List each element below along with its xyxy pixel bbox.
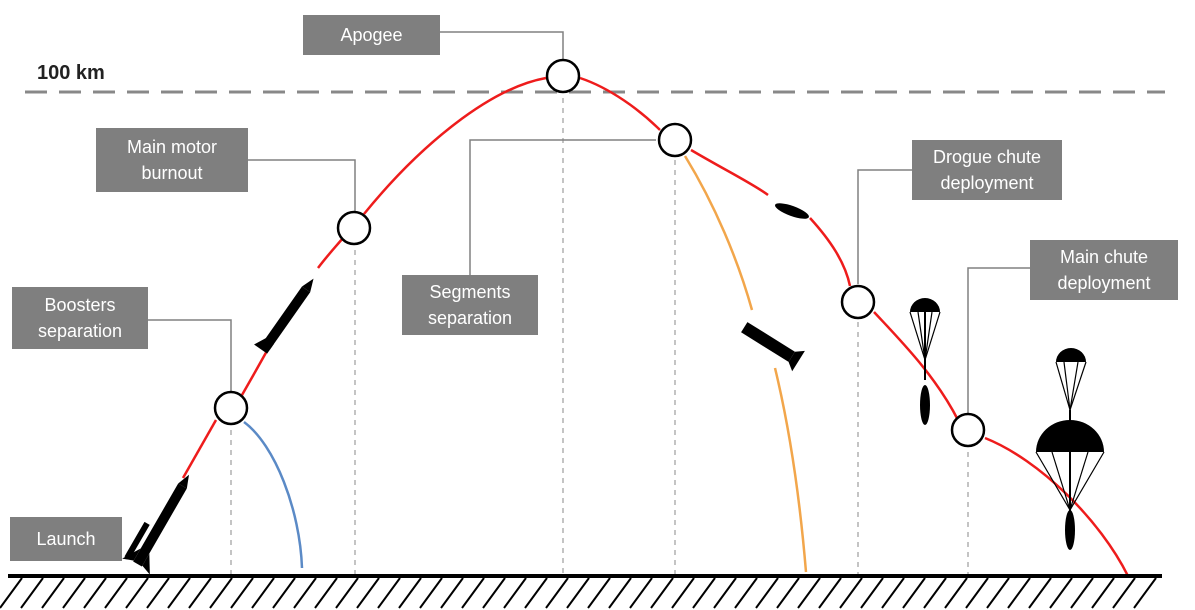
- hatch-stroke: [83, 577, 107, 609]
- hatch-stroke: [755, 577, 779, 609]
- marker-drogue-chute: [840, 284, 876, 320]
- hatch-stroke: [986, 577, 1010, 609]
- marker-main-motor-burnout: [336, 210, 372, 246]
- hatch-stroke: [776, 577, 800, 609]
- hatch-stroke: [923, 577, 947, 609]
- hatch-stroke: [1070, 577, 1094, 609]
- leader-drogue: [857, 169, 912, 284]
- hatch-stroke: [503, 577, 527, 609]
- booster-trajectory: [243, 420, 304, 569]
- hatch-stroke: [230, 577, 254, 609]
- marker-apogee: [545, 58, 581, 94]
- hatch-stroke: [1112, 577, 1136, 609]
- hatch-stroke: [314, 577, 338, 609]
- hatch-stroke: [1049, 577, 1073, 609]
- main-trajectory: [181, 76, 1130, 577]
- trajectory-descent-1: [579, 76, 661, 131]
- hatch-stroke: [272, 577, 296, 609]
- label-drogue-chute-deployment: Drogue chute deployment: [912, 140, 1062, 200]
- hatch-stroke: [104, 577, 128, 609]
- hatch-stroke: [881, 577, 905, 609]
- hatch-stroke: [20, 577, 44, 609]
- rocket-ascent-icon: [254, 278, 314, 354]
- ground-hatching: [0, 577, 1157, 609]
- hatch-stroke: [524, 577, 548, 609]
- hatch-stroke: [545, 577, 569, 609]
- hatch-stroke: [818, 577, 842, 609]
- hatch-stroke: [356, 577, 380, 609]
- hatch-stroke: [482, 577, 506, 609]
- leader-lines: [148, 31, 1030, 414]
- segment-trajectory-lower: [773, 367, 808, 573]
- leader-burnout: [248, 159, 356, 212]
- hatch-stroke: [62, 577, 86, 609]
- rocket-launch-icon: [122, 474, 189, 575]
- hatch-stroke: [902, 577, 926, 609]
- hatch-stroke: [608, 577, 632, 609]
- hatch-stroke: [209, 577, 233, 609]
- hatch-stroke: [188, 577, 212, 609]
- hatch-stroke: [944, 577, 968, 609]
- marker-main-chute: [950, 412, 986, 448]
- trajectory-descent-2: [690, 148, 769, 196]
- payload-capsule-icon: [774, 203, 810, 219]
- hatch-stroke: [587, 577, 611, 609]
- vertical-guides: [230, 78, 969, 575]
- segment-trajectory-upper: [683, 155, 754, 311]
- leader-boosters: [148, 319, 232, 393]
- hatch-stroke: [1091, 577, 1115, 609]
- separated-segment-icon: [741, 322, 805, 372]
- label-main-chute-deployment: Main chute deployment: [1030, 240, 1178, 300]
- drogue-chute-icon: [909, 298, 941, 425]
- hatch-stroke: [419, 577, 443, 609]
- hatch-stroke: [377, 577, 401, 609]
- hatch-stroke: [839, 577, 863, 609]
- hatch-stroke: [1028, 577, 1052, 609]
- hatch-stroke: [860, 577, 884, 609]
- hatch-stroke: [692, 577, 716, 609]
- hatch-stroke: [41, 577, 65, 609]
- hatch-stroke: [629, 577, 653, 609]
- hatch-stroke: [293, 577, 317, 609]
- trajectory-descent-4: [873, 311, 960, 421]
- hatch-stroke: [167, 577, 191, 609]
- hatch-stroke: [0, 577, 23, 609]
- altitude-label: 100 km: [37, 62, 105, 84]
- hatch-stroke: [734, 577, 758, 609]
- hatch-stroke: [251, 577, 275, 609]
- leader-apogee: [440, 31, 564, 60]
- label-launch: Launch: [10, 517, 122, 561]
- trajectory-ascent-3: [363, 76, 547, 215]
- hatch-stroke: [440, 577, 464, 609]
- hatch-stroke: [125, 577, 149, 609]
- trajectory-descent-3: [809, 217, 852, 287]
- trajectory-launch-segment: [181, 419, 218, 479]
- hatch-stroke: [1133, 577, 1157, 609]
- event-markers: [213, 58, 986, 448]
- hatch-stroke: [461, 577, 485, 609]
- hatch-stroke: [650, 577, 674, 609]
- hatch-stroke: [713, 577, 737, 609]
- label-segments-separation: Segments separation: [402, 275, 538, 335]
- trajectory-descent-5: [984, 436, 1130, 577]
- leader-segments: [469, 139, 656, 295]
- hatch-stroke: [146, 577, 170, 609]
- main-chute-icon: [1035, 348, 1105, 550]
- hatch-stroke: [398, 577, 422, 609]
- label-apogee: Apogee: [303, 15, 440, 55]
- label-main-motor-burnout: Main motor burnout: [96, 128, 248, 192]
- hatch-stroke: [797, 577, 821, 609]
- hatch-stroke: [965, 577, 989, 609]
- marker-boosters-separation: [213, 390, 249, 426]
- label-boosters-separation: Boosters separation: [12, 287, 148, 349]
- hatch-stroke: [1007, 577, 1031, 609]
- hatch-stroke: [566, 577, 590, 609]
- marker-segments-separation: [657, 122, 693, 158]
- leader-main-chute: [967, 267, 1030, 414]
- hatch-stroke: [671, 577, 695, 609]
- hatch-stroke: [335, 577, 359, 609]
